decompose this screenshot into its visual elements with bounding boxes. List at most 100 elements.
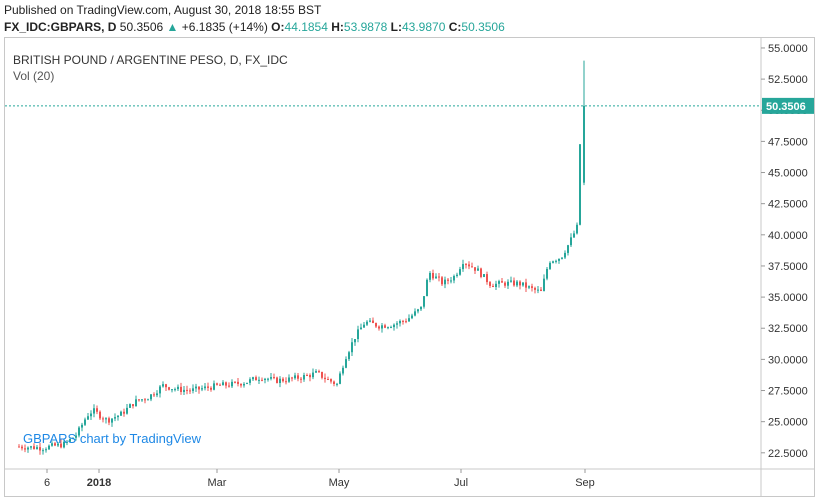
candle-body (45, 449, 47, 451)
time-axis[interactable]: 6 2018 Mar May Jul Sep (44, 469, 595, 489)
candle-body (24, 448, 26, 450)
price-tick-label: 42.5000 (768, 199, 808, 211)
candle-body (426, 279, 428, 297)
candle-body (186, 389, 188, 391)
candle-body (573, 233, 575, 238)
candle-body (195, 386, 197, 389)
candle-body (180, 386, 182, 392)
symbol-label[interactable]: FX_IDC:GBPARS, D (4, 20, 117, 34)
candle-body (183, 389, 185, 392)
volume-indicator-label[interactable]: Vol (20) (13, 69, 54, 83)
price-tick-label: 35.0000 (768, 292, 808, 304)
candle-body (480, 268, 482, 277)
time-tick-label: 6 (44, 477, 50, 489)
candle-body (96, 408, 98, 412)
price-tick-label: 40.0000 (768, 230, 808, 242)
candle-body (117, 415, 119, 418)
candle-body (531, 286, 533, 288)
candle-body (51, 443, 53, 446)
candle-body (411, 315, 413, 319)
candle-body (246, 382, 248, 384)
high-label: H: (331, 20, 344, 34)
candle-body (438, 276, 440, 278)
candle-body (507, 281, 509, 286)
candle-body (459, 269, 461, 275)
candle-body (321, 371, 323, 378)
candle-body (300, 378, 302, 380)
candle-body (570, 237, 572, 246)
candle-body (558, 258, 560, 261)
candle-body (159, 386, 161, 394)
candle-body (306, 375, 308, 377)
candle-body (492, 285, 494, 288)
candle-body (270, 377, 272, 379)
candle-body (114, 417, 116, 419)
candle-body (129, 404, 131, 408)
candle-body (78, 427, 80, 436)
candle-body (564, 252, 566, 258)
price-tick-label: 25.0000 (768, 417, 808, 429)
price-axis[interactable]: 55.000052.500050.000047.500045.000042.50… (761, 43, 808, 460)
price-tick-label: 55.0000 (768, 43, 808, 55)
candle-body (81, 424, 83, 428)
candle-body (216, 383, 218, 385)
last-price: 50.3506 (119, 20, 164, 34)
candle-body (372, 320, 374, 324)
candle-body (546, 268, 548, 279)
candle-body (486, 274, 488, 283)
candle-body (489, 282, 491, 286)
candle-body (150, 394, 152, 400)
candle-body (111, 418, 113, 423)
candle-body (27, 447, 29, 450)
close-value: 50.3506 (461, 20, 505, 34)
candle-body (99, 411, 101, 419)
candle-body (66, 441, 68, 443)
candle-body (87, 416, 89, 420)
chart-frame[interactable]: 55.000052.500050.000047.500045.000042.50… (4, 37, 815, 497)
candle-body (345, 359, 347, 368)
candle-body (534, 287, 536, 290)
candle-body (36, 447, 38, 450)
candle-body (528, 286, 530, 288)
candle-body (318, 371, 320, 373)
time-tick-label: Mar (208, 477, 227, 489)
candle-body (54, 443, 56, 446)
candle-body (567, 245, 569, 253)
price-tick-label: 27.5000 (768, 386, 808, 398)
price-tick-label: 30.0000 (768, 354, 808, 366)
candle-body (510, 280, 512, 282)
candle-body (444, 279, 446, 285)
candle-body (495, 283, 497, 288)
candle-body (378, 326, 380, 329)
candle-body (240, 383, 242, 386)
candle-body (249, 379, 251, 383)
candle-body (333, 381, 335, 384)
time-tick-label: Sep (575, 477, 595, 489)
candle-body (69, 438, 71, 442)
candle-body (552, 261, 554, 263)
candle-body (405, 321, 407, 323)
published-text: Published on TradingView.com, August 30,… (4, 3, 322, 17)
candle-body (279, 378, 281, 383)
price-tick-label: 37.5000 (768, 261, 808, 273)
candle-body (465, 264, 467, 266)
candle-body (207, 386, 209, 388)
candle-body (339, 373, 341, 384)
candle-body (375, 323, 377, 327)
candle-body (135, 399, 137, 407)
candle-body (132, 404, 134, 407)
candle-body (201, 388, 203, 390)
chart-title: BRITISH POUND / ARGENTINE PESO, D, FX_ID… (13, 53, 288, 67)
candle-body (90, 413, 92, 417)
candle-body (309, 375, 311, 378)
candle-body (468, 264, 470, 267)
candle-body (462, 264, 464, 270)
last-price-badge-label: 50.3506 (766, 101, 806, 113)
candle-body (123, 411, 125, 414)
watermark-text[interactable]: GBPARS chart by TradingView (23, 431, 202, 446)
candle-body (177, 386, 179, 390)
candle-body (105, 418, 107, 420)
candle-body (549, 262, 551, 269)
price-chart[interactable]: 55.000052.500050.000047.500045.000042.50… (5, 38, 814, 496)
close-label: C: (448, 20, 462, 34)
